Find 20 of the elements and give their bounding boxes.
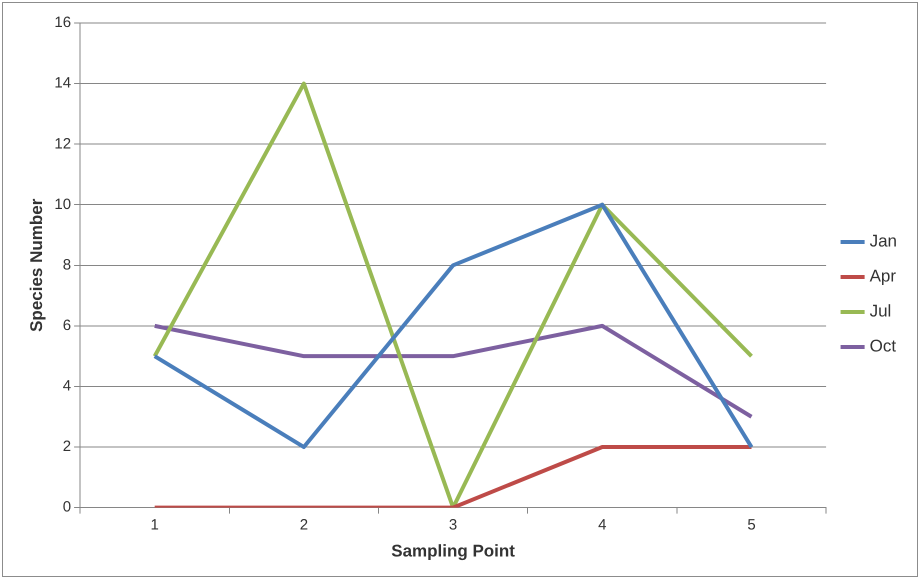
y-axis-title: Species Number (26, 198, 46, 332)
x-tick-label: 4 (598, 516, 606, 534)
x-tick-label: 1 (150, 516, 159, 534)
y-tick-label: 14 (54, 74, 72, 92)
legend-label: Jul (870, 302, 892, 321)
y-tick-label: 0 (62, 498, 72, 516)
y-tick-label: 16 (54, 14, 72, 32)
y-tick-label: 4 (62, 378, 72, 395)
y-tick-label: 2 (62, 438, 72, 456)
x-axis-title: Sampling Point (391, 541, 516, 560)
legend-label: Jan (870, 232, 898, 251)
x-tick-label: 5 (747, 516, 756, 534)
y-tick-label: 8 (62, 256, 72, 274)
x-tick-label: 2 (300, 516, 308, 534)
y-tick-label: 6 (62, 317, 72, 334)
y-tick-label: 10 (54, 196, 72, 213)
x-tick-label: 3 (448, 516, 458, 534)
legend-label: Apr (870, 266, 896, 286)
legend-label: Oct (870, 336, 896, 356)
y-tick-label: 12 (54, 135, 72, 152)
